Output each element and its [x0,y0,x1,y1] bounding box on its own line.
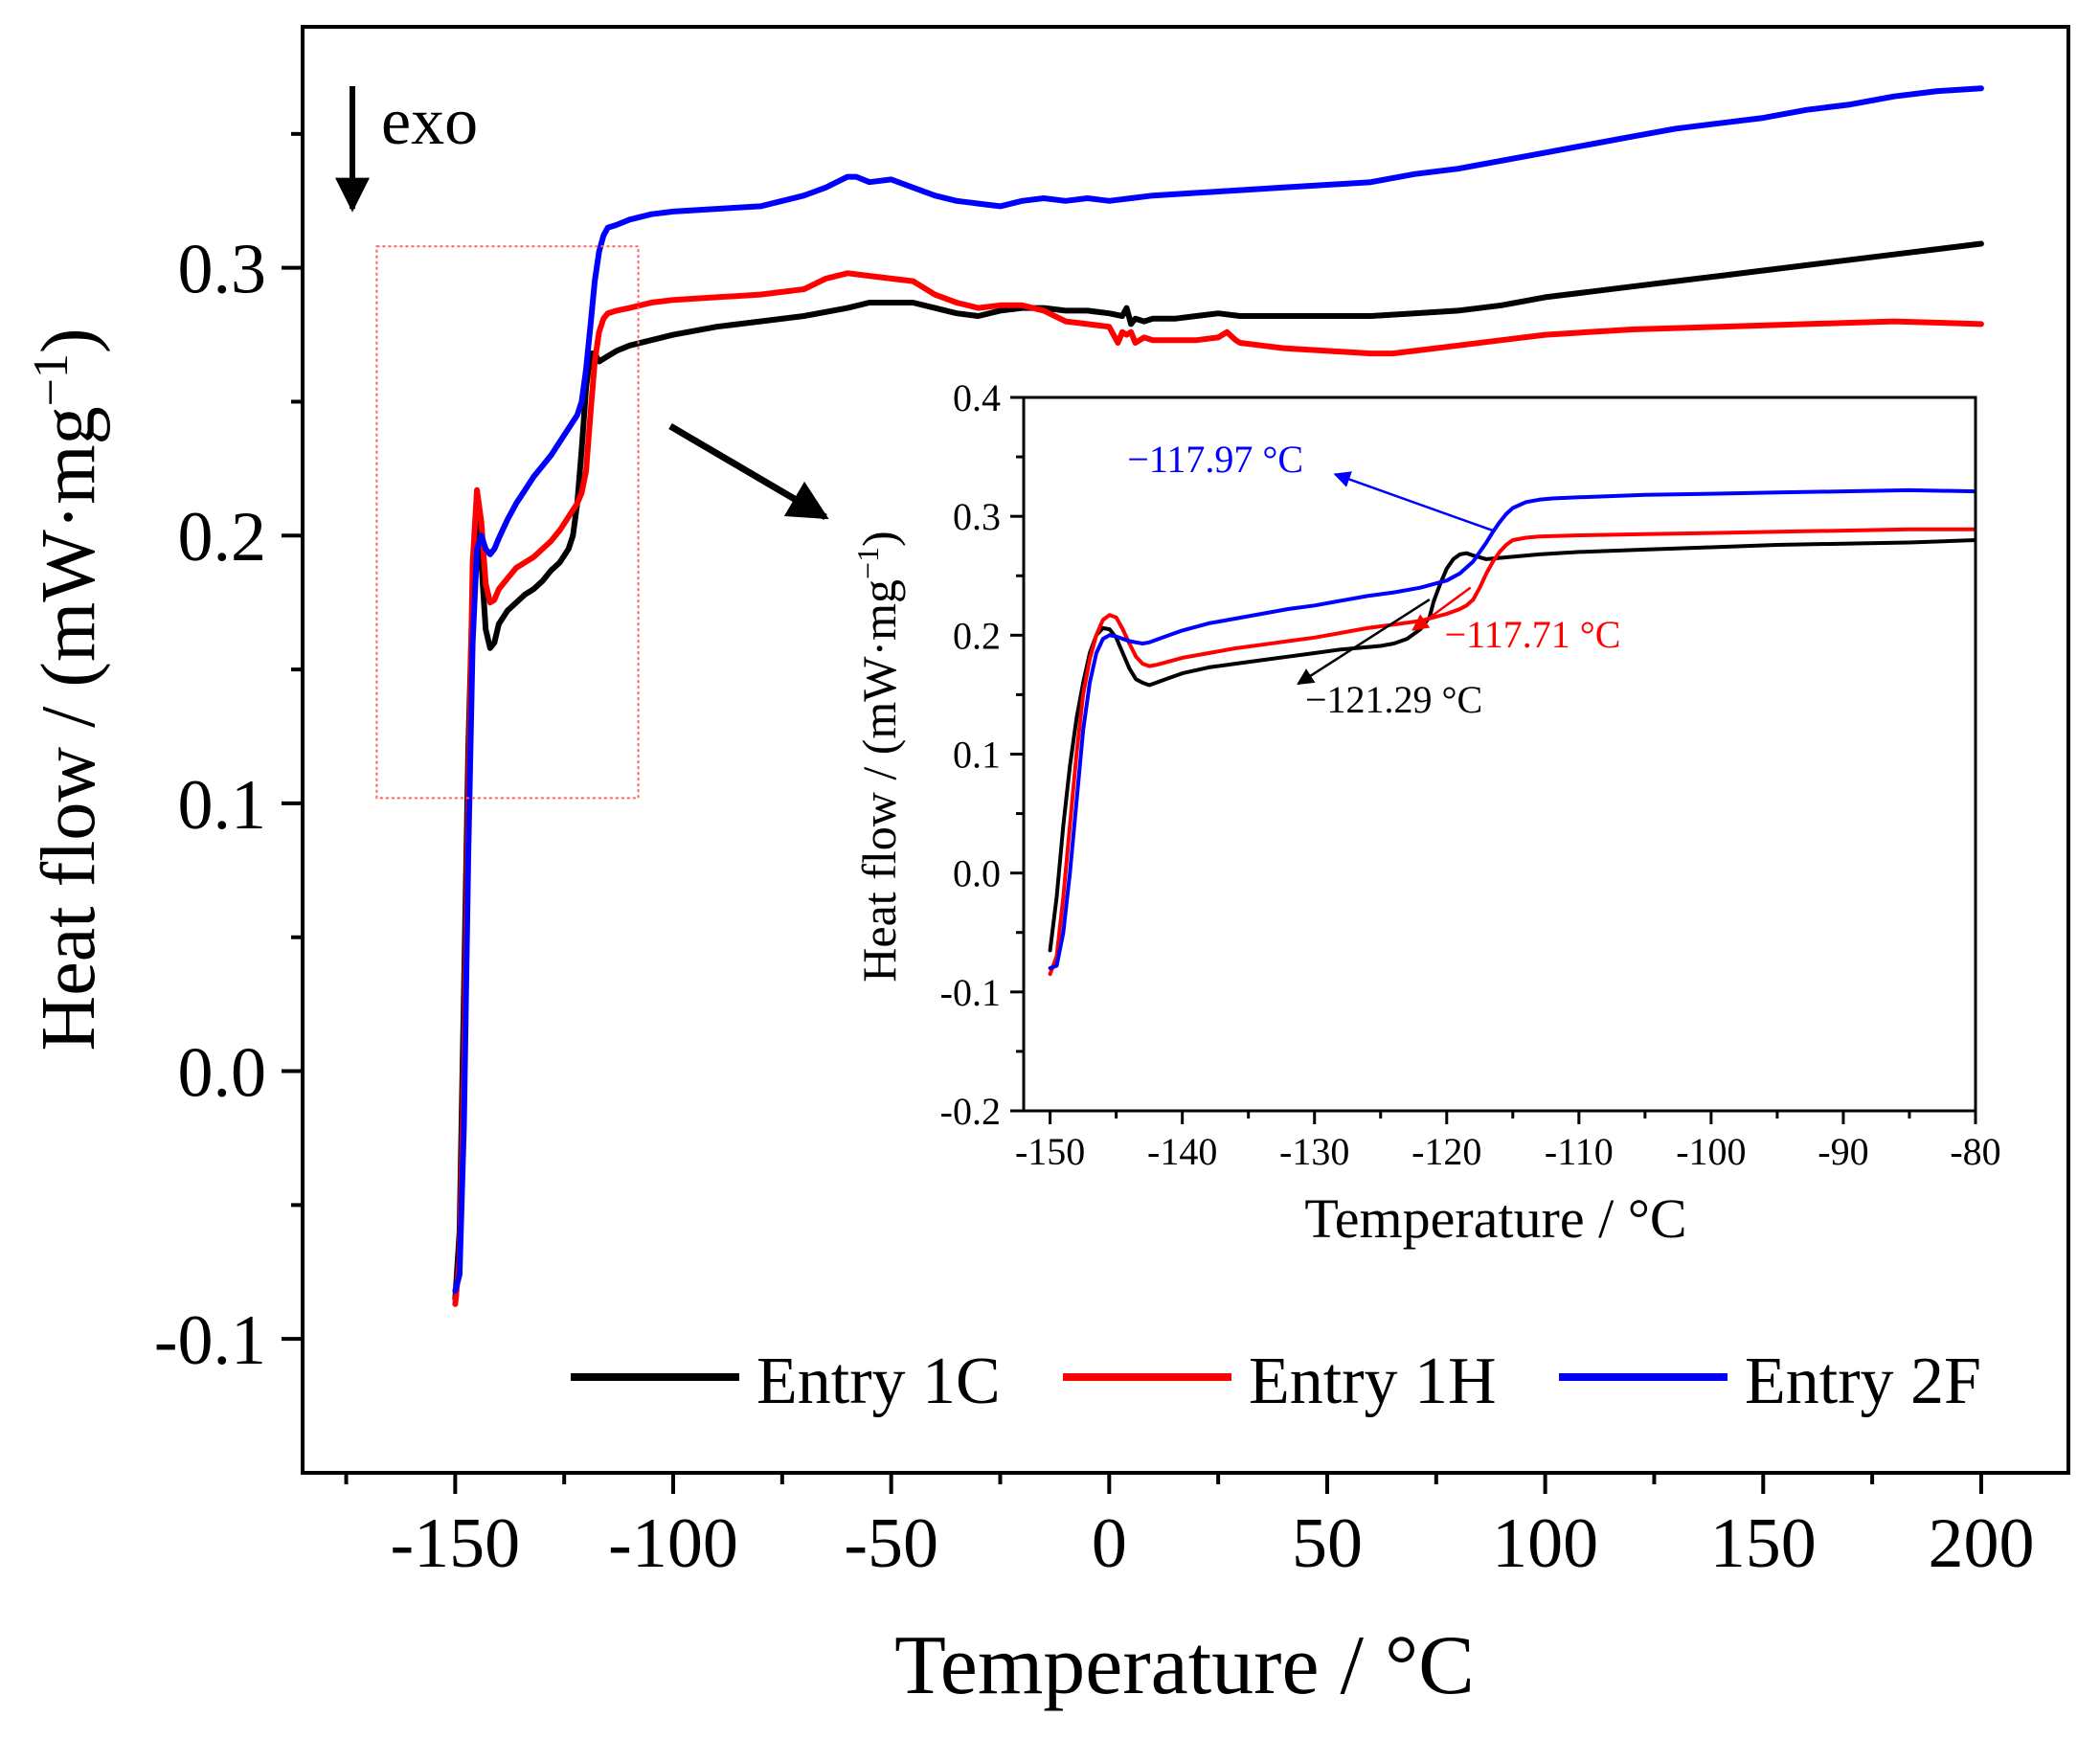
main-y-tick-label: 0.0 [178,1033,267,1112]
main-chart: -150 -100 -50 0 50 100 150 200 -0.1 0.0 0.1 0.2 0.3… [24,25,2070,1712]
exo-label: exo [381,85,478,159]
inset-y-tick-label: 0.0 [953,852,1001,895]
inset-x-tick-label: -80 [1950,1130,2000,1173]
inset-series-line-entry-2f [1048,487,1976,970]
inset-y-tick-label: -0.1 [940,971,1001,1014]
main-x-tick-label: -100 [608,1504,738,1583]
inset-annotation-arrow-icon [1411,586,1472,631]
inset-y-tick-label: 0.1 [953,734,1001,777]
main-y-tick-label: 0.2 [178,498,267,576]
main-y-axis: -0.1 0.0 0.1 0.2 0.3 [154,131,303,1380]
inset-x-axis-label: Temperature / °C [1304,1187,1686,1250]
zoom-pointer-arrow-icon [668,422,829,521]
main-x-tick-label: 200 [1928,1504,2034,1583]
inset-chart: -150 -140 -130 -120 -110 -100 -90 -80 -0.2 -0.1 0… [850,376,2001,1250]
main-y-tick-label: -0.1 [154,1301,266,1380]
inset-series-line-entry-1c [1048,538,1976,953]
main-series-line-entry-2f [452,85,1984,1294]
inset-x-tick-label: -100 [1676,1130,1746,1173]
main-x-axis-label: Temperature / °C [894,1619,1475,1712]
inset-y-tick-label: 0.4 [953,376,1001,419]
inset-x-tick-label: -130 [1279,1130,1349,1173]
inset-annotations: −117.97 °C −117.71 °C −121.29 °C [1127,438,1620,721]
legend-label-entry-2f: Entry 2F [1745,1345,1981,1418]
inset-x-tick-label: -120 [1411,1130,1481,1173]
inset-y-axis: -0.2 -0.1 0.0 0.1 0.2 0.3 0.4 [940,376,1024,1133]
inset-annotation-label: −117.71 °C [1445,613,1621,656]
main-x-tick-label: 50 [1292,1504,1363,1583]
inset-annotation-label: −117.97 °C [1127,438,1303,481]
inset-background [1024,397,1976,1111]
main-y-tick-label: 0.3 [178,231,267,309]
main-x-tick-label: 150 [1710,1504,1817,1583]
main-x-tick-label: 0 [1092,1504,1127,1583]
main-series-line-entry-1c [452,240,1984,1302]
inset-x-tick-label: -90 [1818,1130,1868,1173]
main-plot-frame [301,25,2070,1475]
legend-label-entry-1h: Entry 1H [1249,1345,1497,1418]
inset-series-group [1048,487,1976,977]
main-x-tick-label: -50 [844,1504,938,1583]
inset-x-tick-label: -110 [1545,1130,1614,1173]
main-series-line-entry-1h [452,270,1984,1307]
main-y-axis-label: Heat flow / (mW·mg−1) [24,328,111,1051]
main-x-tick-label: -150 [391,1504,521,1583]
main-x-axis: -150 -100 -50 0 50 100 150 200 [344,1473,2034,1583]
inset-annotation-label: −121.29 °C [1305,678,1482,721]
inset-series-line-entry-1h [1048,527,1976,977]
inset-annotation-arrow-icon [1333,471,1494,532]
inset-y-tick-label: -0.2 [940,1090,1001,1133]
main-y-tick-label: 0.1 [178,766,267,845]
main-x-tick-label: 100 [1492,1504,1598,1583]
inset-x-tick-label: -140 [1147,1130,1217,1173]
inset-annotation-arrow-icon [1297,599,1431,686]
legend-label-entry-1c: Entry 1C [756,1345,1001,1418]
legend: Entry 1C Entry 1H Entry 2F [571,1345,1981,1418]
inset-y-axis-label: Heat flow / (mW·mg−1) [850,531,906,982]
inset-x-axis: -150 -140 -130 -120 -110 -100 -90 -80 [1015,1111,2001,1173]
inset-y-tick-label: 0.2 [953,614,1001,657]
inset-y-tick-label: 0.3 [953,495,1001,538]
zoom-region-box [375,245,640,800]
inset-x-tick-label: -150 [1015,1130,1085,1173]
main-series-group [452,85,1984,1307]
